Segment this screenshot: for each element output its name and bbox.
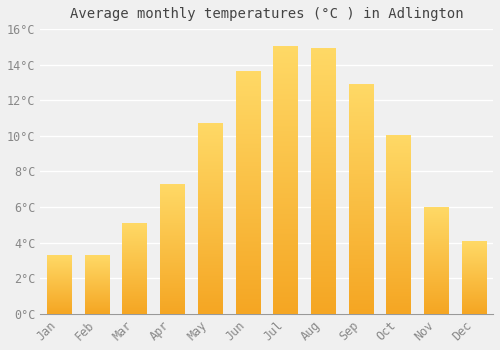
Title: Average monthly temperatures (°C ) in Adlington: Average monthly temperatures (°C ) in Ad… [70,7,464,21]
